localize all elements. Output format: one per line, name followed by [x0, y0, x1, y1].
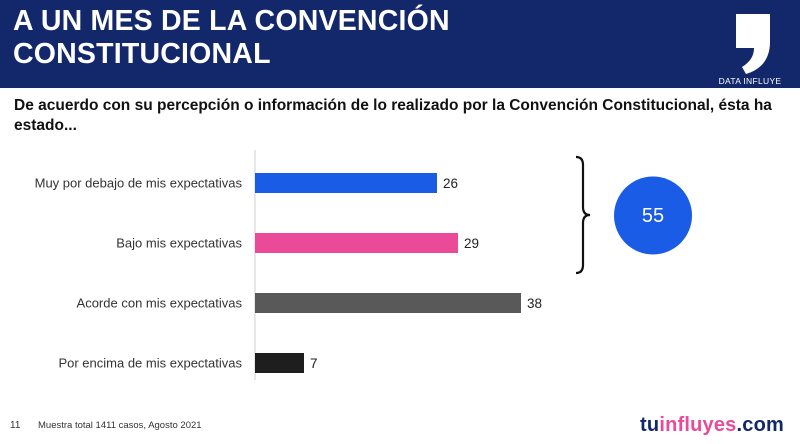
value-label: 7: [310, 356, 318, 371]
bar: [255, 293, 521, 313]
bar: [255, 173, 437, 193]
title-line-1: A UN MES DE LA CONVENCIÓN: [13, 5, 450, 37]
title-line-2: CONSTITUCIONAL: [13, 38, 271, 70]
bar: [255, 233, 458, 253]
group-bracket: [575, 155, 591, 275]
bar-chart: Muy por debajo de mis expectativas 26 Bajo…: [35, 150, 692, 380]
page-title: A UN MES DE LA CONVENCIÓN CONSTITUCIONAL: [13, 5, 633, 71]
brand-prefix: tu: [640, 414, 660, 436]
brand-suffix: .com: [736, 414, 784, 436]
total-value-label: 55: [642, 205, 664, 227]
value-label: 38: [527, 296, 542, 311]
category-label: Acorde con mis expectativas: [77, 296, 243, 311]
value-label: 26: [443, 176, 458, 191]
total-circle: [614, 176, 692, 255]
footer-brand-logo: tuinfluyes.com: [640, 414, 784, 437]
brand-middle: influyes: [659, 414, 737, 436]
category-label: Por encima de mis expectativas: [58, 356, 242, 371]
sample-note: Muestra total 1411 casos, Agosto 2021: [38, 420, 202, 431]
bar: [255, 353, 304, 373]
brand-label: DATA INFLUYE: [718, 76, 782, 86]
header-banner: A UN MES DE LA CONVENCIÓN CONSTITUCIONAL…: [0, 0, 800, 88]
question-text: De acuerdo con su percepción o informaci…: [14, 97, 772, 134]
page-number: 11: [10, 420, 21, 431]
value-label: 29: [464, 236, 479, 251]
category-label: Bajo mis expectativas: [116, 236, 242, 251]
comma-logo-icon: [736, 14, 770, 74]
category-label: Muy por debajo de mis expectativas: [35, 176, 243, 191]
